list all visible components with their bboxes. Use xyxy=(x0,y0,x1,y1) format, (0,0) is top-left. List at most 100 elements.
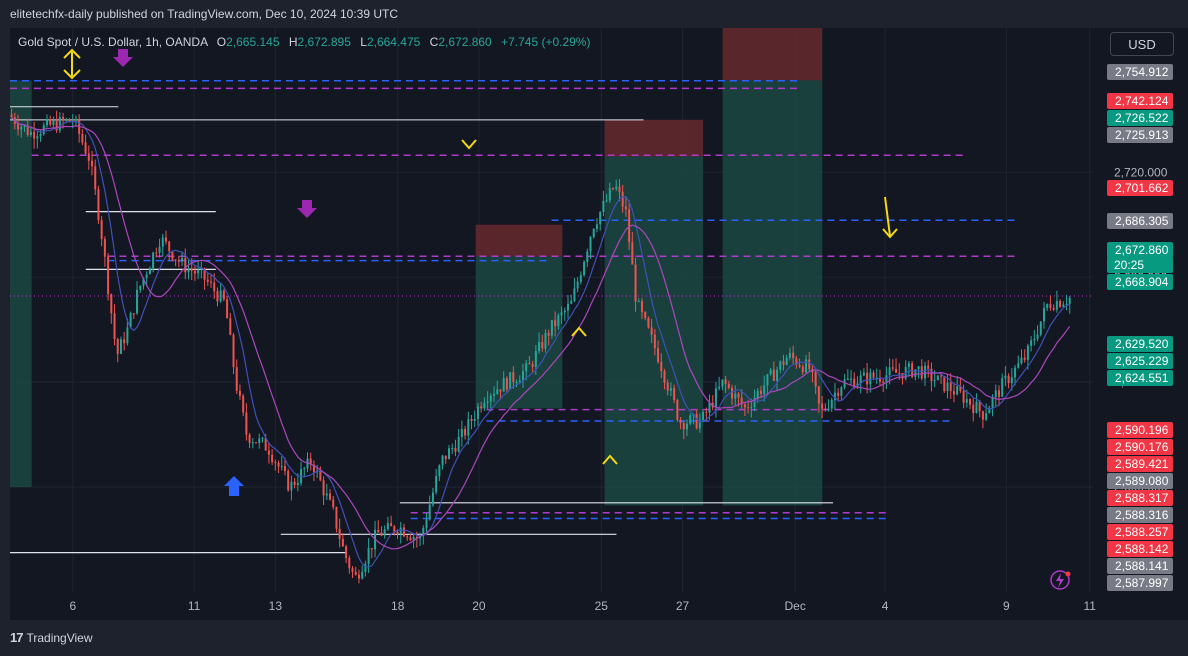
candle-body xyxy=(393,526,396,532)
x-tick-label: 6 xyxy=(69,599,76,613)
candle-body xyxy=(779,361,782,370)
candle-body xyxy=(174,259,177,261)
candle-body xyxy=(734,393,737,399)
candle-body xyxy=(1043,308,1046,322)
currency-button[interactable]: USD xyxy=(1110,32,1174,56)
footer-brand[interactable]: 17 TradingView xyxy=(10,630,93,645)
candle-body xyxy=(164,237,167,242)
publisher-line: elitetechfx-daily published on TradingVi… xyxy=(10,7,399,21)
candle-body xyxy=(740,397,743,405)
candle-body xyxy=(332,499,335,508)
candle-body xyxy=(972,404,975,413)
candle-body xyxy=(319,470,322,481)
candle-body xyxy=(518,380,521,383)
price-tag-bg xyxy=(1107,524,1173,540)
candle-body xyxy=(1039,321,1042,335)
candle-body xyxy=(126,327,129,344)
candle-body xyxy=(676,400,679,420)
candle-body xyxy=(981,411,984,420)
candle-body xyxy=(74,118,77,122)
candle-body xyxy=(650,327,653,335)
candle-body xyxy=(110,294,113,314)
candle-body xyxy=(743,404,746,408)
yellow-up-arrow-icon xyxy=(571,326,587,337)
candle-body xyxy=(602,200,605,212)
candle-body xyxy=(952,391,955,395)
candle-body xyxy=(721,379,724,387)
candle-body xyxy=(303,468,306,470)
price-tag-label: 2,588.142 xyxy=(1115,542,1169,556)
candle-body xyxy=(750,406,753,408)
candle-body xyxy=(235,367,238,391)
candle-body xyxy=(554,320,557,327)
candle-body xyxy=(869,372,872,385)
candle-body xyxy=(203,268,206,280)
candle-body xyxy=(425,519,428,528)
symbol-legend: Gold Spot / U.S. Dollar, 1h, OANDA O2,66… xyxy=(18,35,590,49)
candle-body xyxy=(956,386,959,395)
price-tag-label: 20:25 xyxy=(1114,258,1144,272)
candle-body xyxy=(595,224,598,229)
candle-body xyxy=(1017,363,1020,368)
candle-body xyxy=(493,393,496,396)
candle-body xyxy=(296,482,299,485)
candle-body xyxy=(312,464,315,473)
candle-body xyxy=(827,408,830,410)
candle-body xyxy=(499,389,502,392)
candle-body xyxy=(129,313,132,328)
time-axis[interactable] xyxy=(10,592,1093,620)
price-tag-label: 2,588.141 xyxy=(1115,559,1169,573)
candle-body xyxy=(940,375,943,377)
candle-body xyxy=(1023,357,1026,360)
price-tag-label: 2,625.229 xyxy=(1115,354,1169,368)
candle-body xyxy=(55,120,58,131)
candle-body xyxy=(107,256,110,295)
candle-body xyxy=(467,419,470,436)
candle-body xyxy=(579,275,582,282)
candle-body xyxy=(190,268,193,271)
candle-body xyxy=(901,373,904,379)
candle-body xyxy=(293,481,296,485)
candle-body xyxy=(608,188,611,201)
candle-body xyxy=(258,438,261,443)
candle-body xyxy=(657,348,660,362)
candle-body xyxy=(139,285,142,290)
candle-body xyxy=(615,186,618,190)
moving-average-1 xyxy=(11,116,1071,550)
candle-body xyxy=(242,395,245,413)
candle-body xyxy=(801,366,804,373)
candle-body xyxy=(1020,357,1023,364)
candle-body xyxy=(145,274,148,279)
price-tag-bg xyxy=(1107,336,1173,352)
candle-body xyxy=(1052,307,1055,310)
candle-body xyxy=(354,571,357,575)
candle-body xyxy=(428,504,431,520)
x-tick-label: 11 xyxy=(188,599,201,613)
price-tag-label: 2,701.662 xyxy=(1115,181,1169,195)
trade-zone-0 xyxy=(10,80,32,488)
candle-body xyxy=(210,281,213,283)
candle-body xyxy=(184,257,187,273)
candle-body xyxy=(62,117,65,121)
candle-body xyxy=(589,237,592,252)
open-value: 2,665.145 xyxy=(226,35,280,49)
trade-zone-6 xyxy=(722,80,823,506)
candle-body xyxy=(390,523,393,527)
candle-body xyxy=(837,392,840,396)
x-tick-label: 20 xyxy=(472,599,486,613)
low-value: 2,664.475 xyxy=(366,35,421,49)
candle-body xyxy=(644,312,647,318)
candle-body xyxy=(521,371,524,381)
candle-body xyxy=(123,339,126,344)
candle-body xyxy=(731,387,734,399)
candle-body xyxy=(846,378,849,380)
candle-body xyxy=(171,251,174,260)
candle-body xyxy=(448,448,451,460)
candle-body xyxy=(480,406,483,409)
candle-body xyxy=(795,358,798,366)
candle-body xyxy=(248,434,251,443)
candle-body xyxy=(1062,304,1065,307)
candle-body xyxy=(287,470,290,491)
price-tag-bg xyxy=(1107,64,1173,80)
candle-body xyxy=(512,372,515,383)
